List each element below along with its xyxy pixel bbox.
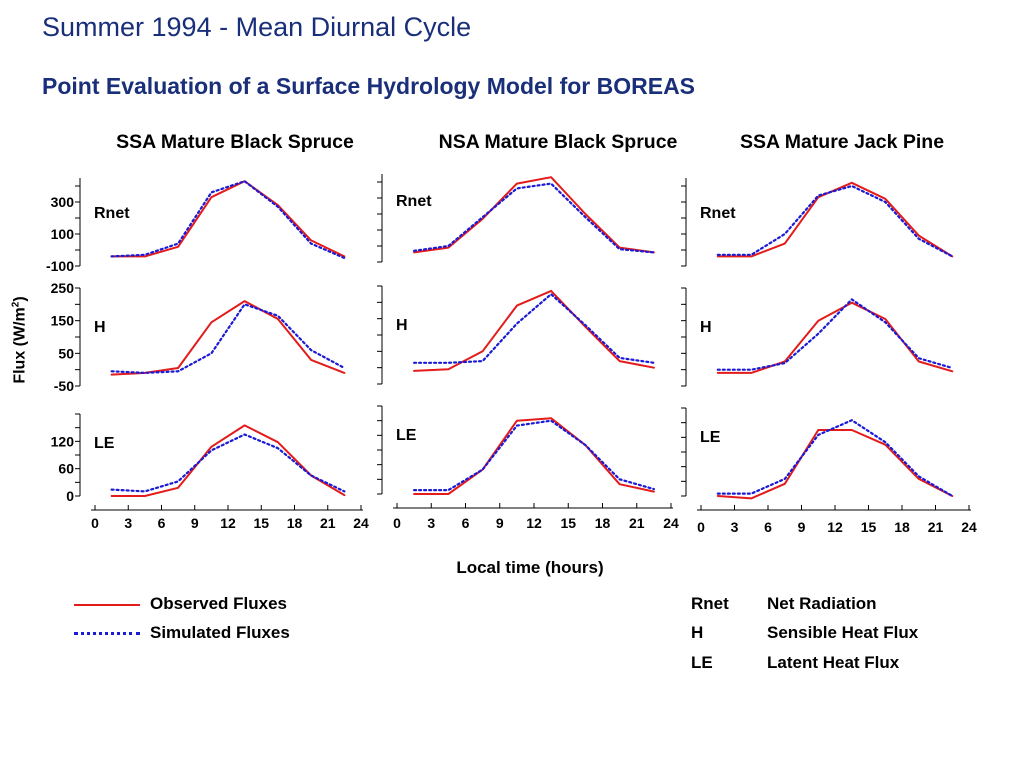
ssa-black-spruce-le-y-tick-label: 0 [66, 488, 74, 504]
ssa-jack-pine-rnet-observed-line [716, 181, 954, 258]
nsa-black-spruce-rnet-simulated-line [413, 182, 656, 254]
ssa-jack-pine-h-simulated-line [716, 298, 954, 371]
nsa-black-spruce-x-tick-label: 0 [393, 515, 401, 531]
abbr-rnet: Rnet [691, 594, 729, 613]
ssa-jack-pine-x-tick-label: 12 [827, 519, 843, 535]
ssa-black-spruce-rnet-row-label: Rnet [94, 205, 130, 222]
ssa-jack-pine-x-tick-label: 24 [961, 519, 977, 535]
nsa-black-spruce-le-observed-line [413, 417, 655, 495]
ssa-jack-pine-rnet-row-label: Rnet [700, 205, 736, 222]
ssa-jack-pine-h-row-label: H [700, 319, 712, 336]
ssa-jack-pine-x-tick-label: 6 [764, 519, 772, 535]
nsa-black-spruce-h-row-label: H [396, 317, 408, 334]
ssa-black-spruce-h-simulated-line [110, 303, 346, 374]
ssa-black-spruce-rnet-simulated-line [110, 180, 346, 260]
ssa-black-spruce-h-y-tick-label: 50 [58, 345, 74, 361]
nsa-black-spruce-le-simulated-line [413, 419, 656, 492]
nsa-black-spruce-h-observed-line [413, 289, 655, 372]
y-axis-label-close: ) [11, 296, 29, 302]
ssa-black-spruce-h-y-tick-label: -50 [54, 378, 74, 394]
ssa-black-spruce-rnet-y-tick-label: 300 [51, 194, 75, 210]
ssa-black-spruce-x-tick-label: 3 [124, 515, 132, 531]
ssa-black-spruce-h-y-tick-label: 250 [51, 280, 75, 296]
x-axis-label: Local time (hours) [456, 558, 604, 577]
nsa-black-spruce-x-tick-label: 21 [629, 515, 645, 531]
ssa-jack-pine-rnet-simulated-line [716, 184, 954, 258]
ssa-black-spruce-rnet-y-tick-label: 100 [51, 226, 75, 242]
ssa-jack-pine-le-observed-line [716, 429, 954, 500]
simulated-legend-swatch [74, 632, 140, 635]
abbr-rnet-desc: Net Radiation [767, 594, 877, 613]
nsa-black-spruce-rnet-observed-line [413, 176, 655, 254]
ssa-black-spruce-le-observed-line [110, 424, 346, 497]
nsa-black-spruce-rnet-row-label: Rnet [396, 193, 432, 210]
y-axis-label: Flux (W/m2) [10, 296, 29, 383]
ssa-black-spruce-h-observed-line [110, 300, 346, 376]
column-title-ssa-black-spruce: SSA Mature Black Spruce [116, 131, 354, 153]
observed-legend-label: Observed Fluxes [150, 594, 288, 613]
ssa-black-spruce-h-y-tick-label: 150 [51, 313, 75, 329]
nsa-black-spruce-x-tick-label: 3 [427, 515, 435, 531]
ssa-black-spruce-x-tick-label: 15 [253, 515, 269, 531]
nsa-black-spruce-x-tick-label: 18 [595, 515, 611, 531]
ssa-black-spruce-le-y-tick-label: 120 [51, 433, 75, 449]
y-axis-label-text: Flux (W/m [11, 307, 29, 384]
ssa-black-spruce-x-tick-label: 18 [287, 515, 303, 531]
nsa-black-spruce-x-tick-label: 24 [663, 515, 679, 531]
ssa-black-spruce-x-tick-label: 21 [320, 515, 336, 531]
ssa-jack-pine-x-tick-label: 15 [861, 519, 877, 535]
ssa-black-spruce-x-tick-label: 24 [353, 515, 369, 531]
ssa-black-spruce-x-tick-label: 6 [158, 515, 166, 531]
page-title: Summer 1994 - Mean Diurnal Cycle [42, 12, 472, 42]
ssa-black-spruce-le-simulated-line [110, 433, 346, 493]
ssa-jack-pine-x-tick-label: 0 [697, 519, 705, 535]
column-title-ssa-jack-pine: SSA Mature Jack Pine [739, 131, 945, 153]
abbr-le: LE [691, 653, 713, 672]
ssa-black-spruce-le-row-label: LE [94, 435, 115, 452]
observed-legend-swatch [74, 604, 140, 606]
nsa-black-spruce-le-row-label: LE [396, 427, 417, 444]
ssa-jack-pine-x-tick-label: 3 [731, 519, 739, 535]
column-title-nsa-black-spruce: NSA Mature Black Spruce [438, 131, 678, 153]
ssa-black-spruce-x-tick-label: 0 [91, 515, 99, 531]
ssa-black-spruce-rnet-y-tick-label: -100 [46, 258, 74, 274]
nsa-black-spruce-x-tick-label: 6 [462, 515, 470, 531]
ssa-jack-pine-x-tick-label: 9 [798, 519, 806, 535]
nsa-black-spruce-x-tick-label: 15 [560, 515, 576, 531]
ssa-jack-pine-le-simulated-line [716, 419, 954, 498]
nsa-black-spruce-x-tick-label: 9 [496, 515, 504, 531]
ssa-black-spruce-x-tick-label: 12 [220, 515, 236, 531]
nsa-black-spruce-x-tick-label: 12 [526, 515, 542, 531]
abbr-h: H [691, 623, 704, 642]
abbr-le-desc: Latent Heat Flux [767, 653, 900, 672]
ssa-black-spruce-h-row-label: H [94, 319, 106, 336]
page-subtitle: Point Evaluation of a Surface Hydrology … [42, 73, 696, 99]
ssa-jack-pine-x-tick-label: 18 [894, 519, 910, 535]
simulated-legend-label: Simulated Fluxes [150, 623, 290, 642]
ssa-jack-pine-x-tick-label: 21 [928, 519, 944, 535]
abbr-h-desc: Sensible Heat Flux [767, 623, 919, 642]
ssa-black-spruce-rnet-observed-line [110, 180, 346, 258]
ssa-black-spruce-x-tick-label: 9 [191, 515, 199, 531]
y-axis-label-exponent: 2 [10, 301, 22, 308]
ssa-jack-pine-h-observed-line [716, 301, 954, 374]
ssa-jack-pine-le-row-label: LE [700, 429, 721, 446]
ssa-black-spruce-le-y-tick-label: 60 [58, 461, 74, 477]
nsa-black-spruce-h-simulated-line [413, 293, 656, 364]
